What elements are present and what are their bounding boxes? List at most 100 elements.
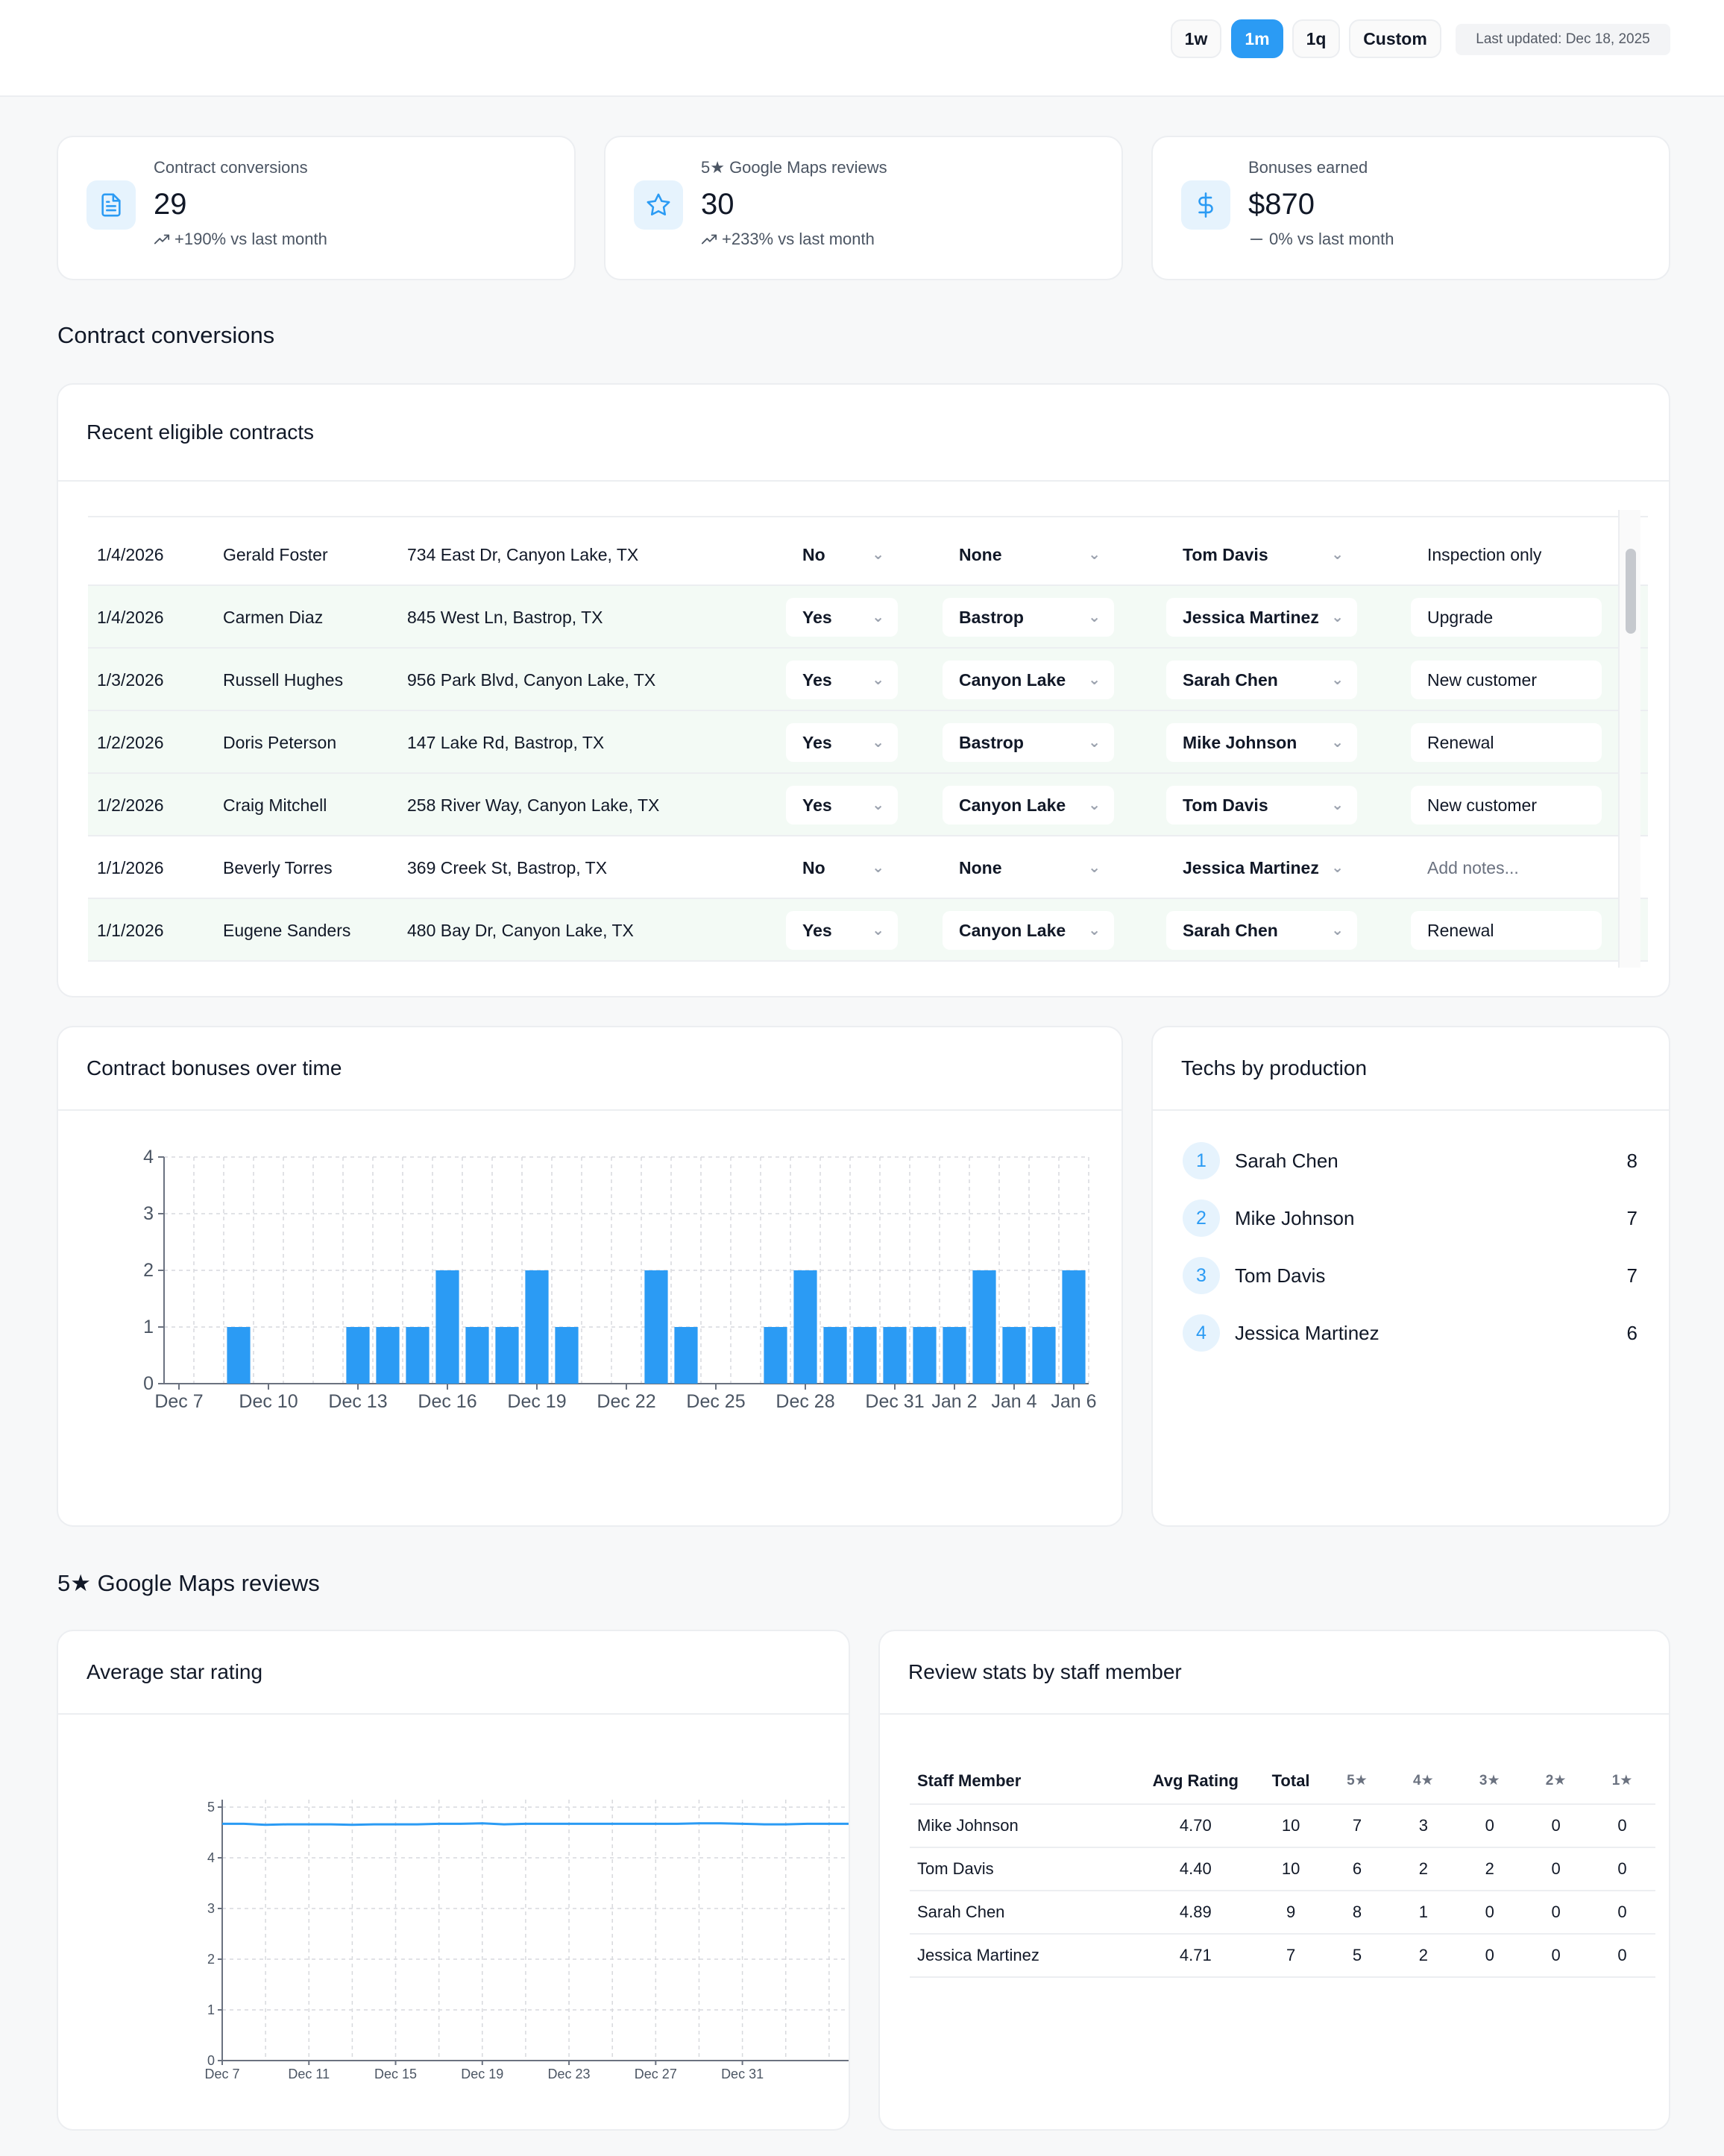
eligible-select[interactable]: No ⌄ [786, 848, 898, 887]
notes-input[interactable]: Inspection only [1427, 545, 1542, 564]
x-tick-label: Jan 2 [931, 1391, 977, 1412]
contract-customer: Beverly Torres [223, 858, 333, 877]
office-select[interactable]: Canyon Lake ⌄ [943, 786, 1114, 825]
notes-input[interactable]: Renewal [1411, 911, 1602, 950]
column-header: 3★ [1456, 1758, 1523, 1805]
kpi-card-bonuses: Bonuses earned $870 0% vs last month [1151, 136, 1670, 280]
office-select-value: Canyon Lake [959, 670, 1066, 690]
table-cell: 0 [1456, 1934, 1523, 1978]
notes-input[interactable]: Upgrade [1411, 598, 1602, 637]
dash-icon [1250, 239, 1263, 240]
chevron-down-icon: ⌄ [872, 922, 884, 939]
contract-date: 1/2/2026 [97, 733, 164, 752]
table-cell: 8 [1324, 1891, 1391, 1935]
kpi-trend: 0% vs last month [1248, 230, 1394, 249]
bonus-chart-card: Contract bonuses over time 0 1 2 3 4 Dec 7 Dec… [57, 1026, 1123, 1527]
contract-date: 1/4/2026 [97, 545, 164, 564]
table-cell: 3 [1390, 1804, 1457, 1848]
x-tick-label: Dec 25 [686, 1391, 745, 1412]
tech-select-value: Tom Davis [1183, 545, 1268, 564]
star-icon [634, 180, 683, 230]
table-cell: 7 [1324, 1804, 1391, 1848]
table-cell: 6 [1324, 1847, 1391, 1891]
chevron-down-icon: ⌄ [1331, 860, 1344, 876]
tech-name: Sarah Chen [1235, 1150, 1338, 1172]
y-tick-label: 3 [143, 1203, 154, 1224]
table-cell: 4.40 [1133, 1847, 1258, 1891]
tech-select[interactable]: Mike Johnson ⌄ [1166, 723, 1357, 762]
chevron-down-icon: ⌄ [872, 734, 884, 751]
eligible-select[interactable]: Yes ⌄ [786, 598, 898, 637]
chevron-down-icon: ⌄ [1331, 797, 1344, 813]
contract-row: 1/2/2026 Craig Mitchell 258 River Way, Can… [88, 774, 1648, 836]
eligible-select[interactable]: Yes ⌄ [786, 911, 898, 950]
bar [376, 1327, 400, 1384]
notes-input[interactable]: Renewal [1411, 723, 1602, 762]
tech-select[interactable]: Jessica Martinez ⌄ [1166, 598, 1357, 637]
chevron-down-icon: ⌄ [1331, 609, 1344, 625]
eligible-select[interactable]: Yes ⌄ [786, 661, 898, 699]
notes-input[interactable]: New customer [1411, 786, 1602, 825]
office-select[interactable]: Bastrop ⌄ [943, 723, 1114, 762]
rating-line-chart: 0 1 2 3 4 5 Dec 7 Dec 11 Dec 15 Dec 19 Dec 23 Dec 2… [204, 1800, 849, 2081]
range-1w-button[interactable]: 1w [1171, 19, 1221, 58]
tech-select-value: Sarah Chen [1183, 921, 1278, 940]
scrollbar-thumb[interactable] [1626, 549, 1636, 634]
notes-input[interactable]: New customer [1411, 661, 1602, 699]
x-tick-label: Dec 19 [461, 2067, 503, 2081]
recent-contracts-title: Recent eligible contracts [58, 385, 1669, 482]
tech-name: Tom Davis [1235, 1264, 1326, 1287]
tech-row: 3 Tom Davis 7 [1183, 1257, 1638, 1294]
techs-card: Techs by production 1 Sarah Chen 8 2 Mike Jo… [1151, 1026, 1670, 1527]
bar [943, 1327, 966, 1384]
contract-customer: Carmen Diaz [223, 608, 324, 627]
table-cell: 0 [1589, 1891, 1655, 1935]
column-header: Total [1257, 1758, 1324, 1805]
tech-select-value: Mike Johnson [1183, 733, 1297, 752]
office-select[interactable]: Bastrop ⌄ [943, 598, 1114, 637]
eligible-select-value: No [802, 858, 825, 877]
contract-address: 369 Creek St, Bastrop, TX [407, 858, 608, 877]
x-tick-label: Dec 11 [288, 2067, 330, 2081]
top-bar: 1w 1m 1q Custom Last updated: Dec 18, 20… [0, 0, 1724, 97]
tech-select[interactable]: Sarah Chen ⌄ [1166, 661, 1357, 699]
eligible-select[interactable]: Yes ⌄ [786, 786, 898, 825]
tech-select[interactable]: Tom Davis ⌄ [1166, 786, 1357, 825]
bonus-chart-title: Contract bonuses over time [58, 1027, 1121, 1111]
kpi-trend-text: +190% vs last month [174, 230, 327, 248]
review-stats-header-row: Staff Member Avg Rating Total 5★ 4★ 3★ 2★ 1★ [910, 1758, 1655, 1805]
rating-chart-card: Average star rating 0 1 2 3 4 5 Dec 7 Dec 11 Dec… [57, 1630, 850, 2131]
trend-up-icon [701, 234, 717, 245]
tech-rank: 2 [1183, 1200, 1220, 1237]
tech-count: 7 [1626, 1207, 1638, 1229]
table-cell: 7 [1257, 1934, 1324, 1978]
table-cell: 0 [1523, 1847, 1590, 1891]
office-select[interactable]: None ⌄ [943, 535, 1114, 574]
office-select[interactable]: Canyon Lake ⌄ [943, 911, 1114, 950]
bar [644, 1270, 668, 1384]
eligible-select[interactable]: No ⌄ [786, 535, 898, 574]
table-scrollbar[interactable] [1618, 510, 1640, 968]
office-select-value: Canyon Lake [959, 921, 1066, 940]
notes-input[interactable]: Add notes... [1427, 858, 1519, 877]
tech-select[interactable]: Sarah Chen ⌄ [1166, 911, 1357, 950]
range-custom-button[interactable]: Custom [1349, 19, 1441, 58]
eligible-select[interactable]: Yes ⌄ [786, 723, 898, 762]
column-header: Avg Rating [1133, 1758, 1258, 1805]
tech-select[interactable]: Jessica Martinez ⌄ [1166, 848, 1357, 887]
review-stats-table: Staff Member Avg Rating Total 5★ 4★ 3★ 2★ 1★ Mi… [910, 1758, 1655, 1978]
bar [972, 1270, 996, 1384]
office-select[interactable]: None ⌄ [943, 848, 1114, 887]
range-1m-button[interactable]: 1m [1231, 19, 1283, 58]
table-cell: Tom Davis [910, 1847, 1133, 1891]
tech-select[interactable]: Tom Davis ⌄ [1166, 535, 1357, 574]
office-select[interactable]: Canyon Lake ⌄ [943, 661, 1114, 699]
contract-date: 1/3/2026 [97, 670, 164, 690]
office-select-value: Canyon Lake [959, 795, 1066, 815]
table-cell: Sarah Chen [910, 1891, 1133, 1935]
trend-up-icon [154, 234, 170, 245]
range-1q-button[interactable]: 1q [1292, 19, 1340, 58]
table-cell: 9 [1257, 1891, 1324, 1935]
column-header: 4★ [1390, 1758, 1457, 1805]
bar [674, 1327, 698, 1384]
